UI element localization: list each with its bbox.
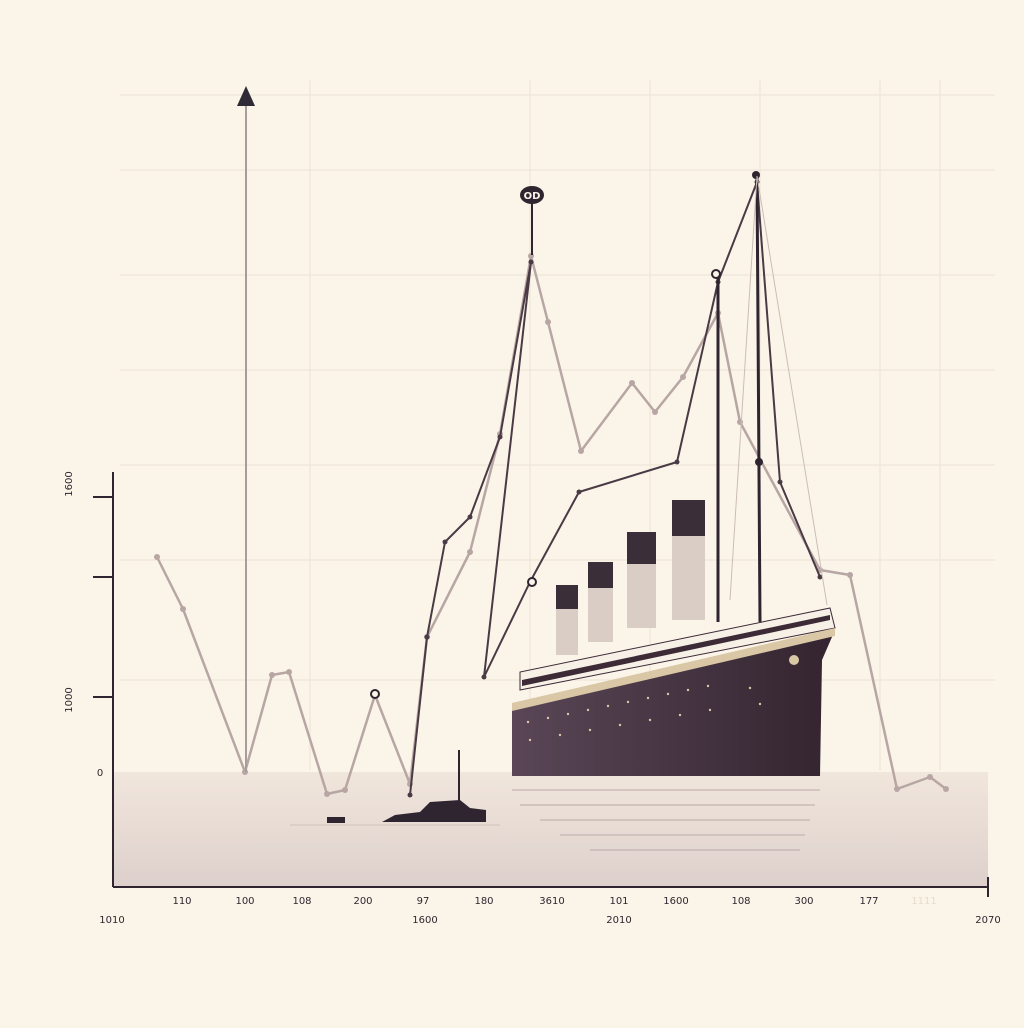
series-line-2 — [409, 181, 821, 796]
data-point — [424, 634, 430, 640]
x-tick-label-bottom: 2070 — [975, 915, 1000, 926]
x-tick-label-top: 300 — [794, 896, 813, 907]
y-tick-label: 1000 — [64, 687, 75, 712]
data-point — [629, 380, 635, 386]
data-point — [680, 374, 686, 380]
annotation-badge — [520, 186, 544, 204]
data-point — [467, 514, 473, 520]
data-point — [927, 774, 933, 780]
ocean-liner-icon — [512, 171, 836, 851]
x-tick-label-bottom: 2010 — [606, 915, 631, 926]
data-point — [269, 672, 275, 678]
y-tick-label: 0 — [97, 768, 103, 779]
data-point — [481, 674, 487, 680]
x-tick-label-bottom: 1010 — [99, 915, 124, 926]
data-point — [467, 549, 473, 555]
data-point — [407, 792, 413, 798]
x-tick-label-top: 180 — [474, 896, 493, 907]
x-tick-label-top: 177 — [859, 896, 878, 907]
x-tick-label-top: 110 — [172, 896, 191, 907]
annotation-label: OD — [524, 191, 541, 202]
data-point — [154, 554, 160, 560]
water-band — [113, 772, 988, 887]
data-point — [576, 489, 582, 495]
data-point — [528, 259, 534, 265]
y-ticks — [93, 496, 113, 698]
data-point — [324, 791, 330, 797]
data-point — [497, 434, 503, 440]
data-point — [737, 419, 743, 425]
data-point — [847, 572, 853, 578]
data-point — [342, 787, 348, 793]
data-point — [578, 448, 584, 454]
marker-point — [370, 689, 380, 699]
x-tick-label-top: 100 — [235, 896, 254, 907]
steam-boat-icon — [290, 750, 500, 826]
x-tick-label-top: 101 — [609, 896, 628, 907]
data-point — [943, 786, 949, 792]
data-point — [817, 574, 823, 580]
data-point — [674, 459, 680, 465]
data-point — [777, 479, 783, 485]
data-point — [442, 539, 448, 545]
x-tick-label-top: 3610 — [539, 896, 564, 907]
x-tick-label-top: 200 — [353, 896, 372, 907]
data-point — [545, 319, 551, 325]
x-tick-label-top: 1111 — [911, 896, 936, 907]
x-tick-label-top: 108 — [292, 896, 311, 907]
x-tick-label-top: 97 — [417, 896, 430, 907]
x-tick-label-bottom: 1600 — [412, 915, 437, 926]
y-tick-label: 1600 — [64, 471, 75, 496]
data-point — [894, 786, 900, 792]
marker-point — [527, 577, 537, 587]
x-tick-label-top: 1600 — [663, 896, 688, 907]
triangle-up-icon — [237, 86, 255, 106]
data-point — [652, 409, 658, 415]
data-point — [286, 669, 292, 675]
data-point — [180, 606, 186, 612]
x-tick-label-top: 108 — [731, 896, 750, 907]
